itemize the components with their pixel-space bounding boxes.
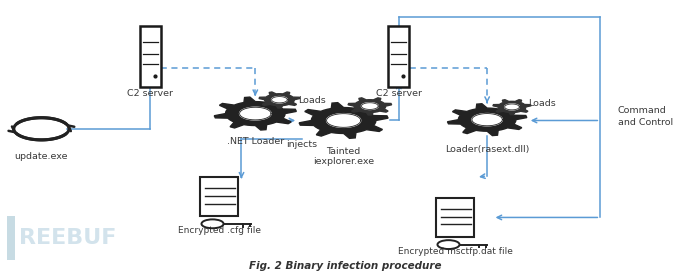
FancyBboxPatch shape bbox=[200, 177, 239, 216]
FancyBboxPatch shape bbox=[140, 26, 161, 87]
Polygon shape bbox=[272, 97, 287, 103]
Text: Loads: Loads bbox=[528, 99, 555, 108]
Polygon shape bbox=[326, 114, 361, 127]
Text: Tainted
iexplorer.exe: Tainted iexplorer.exe bbox=[313, 147, 374, 166]
Text: update.exe: update.exe bbox=[14, 152, 68, 161]
Polygon shape bbox=[447, 104, 527, 136]
FancyBboxPatch shape bbox=[437, 198, 475, 237]
Text: Loader(rasext.dll): Loader(rasext.dll) bbox=[445, 145, 529, 153]
Text: REEBUF: REEBUF bbox=[19, 228, 117, 248]
Text: Loads: Loads bbox=[298, 96, 326, 105]
Polygon shape bbox=[299, 103, 388, 138]
FancyBboxPatch shape bbox=[388, 26, 409, 87]
Polygon shape bbox=[472, 114, 502, 126]
Polygon shape bbox=[504, 104, 520, 110]
Polygon shape bbox=[493, 100, 531, 115]
FancyBboxPatch shape bbox=[7, 216, 15, 260]
Polygon shape bbox=[348, 98, 392, 115]
Text: C2 server: C2 server bbox=[376, 89, 422, 98]
Text: Encrypted msctfp.dat file: Encrypted msctfp.dat file bbox=[398, 247, 513, 255]
Polygon shape bbox=[362, 103, 378, 109]
Text: .NET Loader: .NET Loader bbox=[227, 137, 284, 146]
Text: Encrypted .cfg file: Encrypted .cfg file bbox=[178, 226, 261, 235]
Text: injects: injects bbox=[286, 140, 317, 149]
Polygon shape bbox=[259, 92, 300, 108]
Text: C2 server: C2 server bbox=[128, 89, 173, 98]
Text: Fig. 2 Binary infection procedure: Fig. 2 Binary infection procedure bbox=[249, 261, 441, 271]
Polygon shape bbox=[215, 97, 296, 130]
Polygon shape bbox=[239, 107, 271, 120]
Text: Command
and Control: Command and Control bbox=[618, 106, 673, 127]
